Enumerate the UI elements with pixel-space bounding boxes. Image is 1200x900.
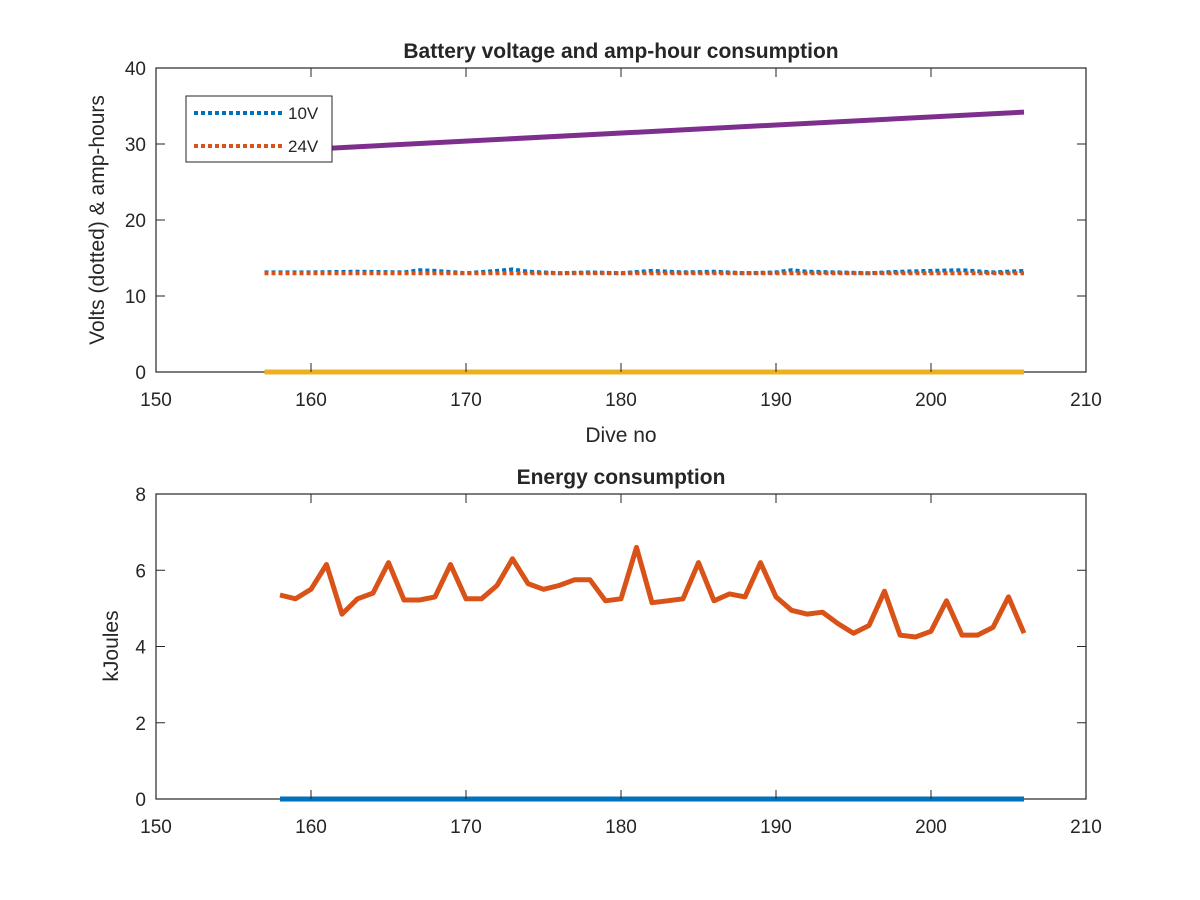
y-tick-label: 0 <box>135 363 146 384</box>
y-tick-label: 4 <box>135 638 146 659</box>
y-tick-label: 40 <box>125 59 146 80</box>
x-tick-label: 160 <box>295 817 327 838</box>
x-tick-label: 170 <box>450 390 482 411</box>
x-tick-label: 210 <box>1070 817 1102 838</box>
y-tick-label: 2 <box>135 714 146 735</box>
x-tick-label: 190 <box>760 390 792 411</box>
legend-box <box>185 95 333 163</box>
y-tick-label: 6 <box>135 561 146 582</box>
bottom-chart: Energy consumption 150 160 170 180 190 200 210… <box>100 466 1102 838</box>
x-tick-label: 210 <box>1070 390 1102 411</box>
top-legend: 10V 24V <box>185 95 333 163</box>
bottom-chart-title: Energy consumption <box>517 466 726 489</box>
x-tick-label: 180 <box>605 817 637 838</box>
top-x-axis-label: Dive no <box>585 424 656 447</box>
top-series-layer <box>264 109 1025 375</box>
top-chart: Battery voltage and amp-hour consumption… <box>86 40 1102 447</box>
top-y-axis-ticks: 0 10 20 30 40 <box>125 59 1086 384</box>
x-tick-label: 150 <box>140 817 172 838</box>
y-tick-label: 0 <box>135 790 146 811</box>
top-series-line-3 <box>264 109 1025 155</box>
y-tick-label: 10 <box>125 287 146 308</box>
top-x-axis-ticks: 150 160 170 180 190 200 210 <box>140 68 1102 411</box>
bottom-y-axis-label: kJoules <box>100 610 123 681</box>
legend-24v-label: 24V <box>288 137 319 156</box>
y-tick-label: 30 <box>125 135 146 156</box>
top-chart-title: Battery voltage and amp-hour consumption <box>403 40 838 63</box>
bottom-series-layer <box>279 544 1027 802</box>
y-tick-label: 8 <box>135 485 146 506</box>
x-tick-label: 170 <box>450 817 482 838</box>
x-tick-label: 190 <box>760 817 792 838</box>
top-y-axis-label: Volts (dotted) & amp-hours <box>86 95 109 345</box>
x-tick-label: 200 <box>915 390 947 411</box>
x-tick-label: 150 <box>140 390 172 411</box>
bottom-y-axis-ticks: 0 2 4 6 8 <box>135 485 1086 811</box>
x-tick-label: 200 <box>915 817 947 838</box>
bottom-series-line-1 <box>279 544 1027 640</box>
bottom-x-axis-ticks: 150 160 170 180 190 200 210 <box>140 494 1102 838</box>
x-tick-label: 180 <box>605 390 637 411</box>
legend-10v-label: 10V <box>288 104 319 123</box>
bottom-plot-area <box>155 493 1087 800</box>
y-tick-label: 20 <box>125 211 146 232</box>
x-tick-label: 160 <box>295 390 327 411</box>
